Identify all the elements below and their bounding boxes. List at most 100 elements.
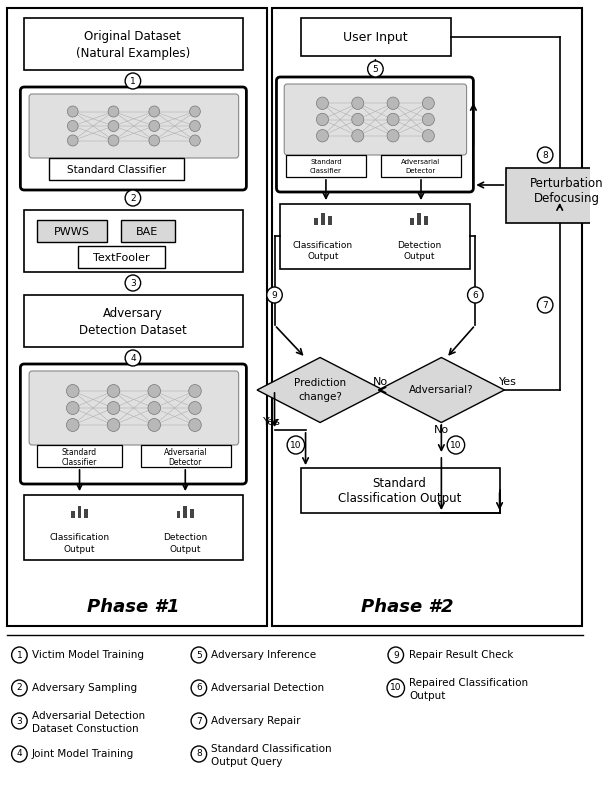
Text: 9: 9 — [393, 650, 399, 660]
Text: change?: change? — [298, 392, 342, 402]
Circle shape — [125, 350, 140, 366]
Circle shape — [267, 287, 282, 303]
Bar — [301, 18, 451, 56]
Text: 2: 2 — [130, 193, 136, 203]
Circle shape — [148, 418, 161, 432]
FancyBboxPatch shape — [277, 77, 474, 192]
FancyBboxPatch shape — [21, 87, 246, 190]
Circle shape — [125, 275, 140, 291]
Text: Output: Output — [403, 252, 435, 261]
Circle shape — [352, 113, 364, 126]
Text: 8: 8 — [196, 749, 202, 759]
Text: Adversary Inference: Adversary Inference — [212, 650, 317, 660]
Circle shape — [190, 135, 201, 146]
Text: Output: Output — [170, 546, 201, 554]
Bar — [301, 468, 500, 513]
Bar — [424, 216, 428, 225]
Circle shape — [316, 113, 328, 126]
Circle shape — [352, 130, 364, 142]
Circle shape — [468, 287, 483, 303]
Text: Detection: Detection — [163, 534, 207, 543]
Text: Repair Result Check: Repair Result Check — [409, 650, 514, 660]
Text: Standard Classifier: Standard Classifier — [67, 165, 166, 175]
Text: Perturbation: Perturbation — [530, 177, 603, 189]
Bar — [314, 218, 318, 225]
Circle shape — [191, 746, 207, 762]
Circle shape — [188, 385, 201, 398]
Bar — [49, 158, 184, 180]
Text: 7: 7 — [196, 717, 202, 725]
Text: Yes: Yes — [499, 377, 517, 387]
Circle shape — [387, 113, 399, 126]
Text: Output: Output — [409, 691, 446, 701]
Circle shape — [66, 418, 79, 432]
Circle shape — [148, 402, 161, 414]
Circle shape — [148, 385, 161, 398]
FancyBboxPatch shape — [29, 94, 238, 158]
Text: Dataset Constuction: Dataset Constuction — [32, 724, 139, 734]
Bar — [176, 511, 181, 518]
Circle shape — [368, 61, 383, 77]
Text: Phase #1: Phase #1 — [87, 598, 179, 616]
Bar — [24, 210, 243, 272]
Circle shape — [125, 73, 140, 89]
Circle shape — [316, 97, 328, 109]
Text: Adversarial: Adversarial — [164, 447, 207, 456]
Text: 4: 4 — [130, 353, 136, 363]
Circle shape — [190, 120, 201, 131]
Text: 10: 10 — [290, 440, 302, 450]
Polygon shape — [378, 357, 505, 422]
Circle shape — [387, 679, 404, 697]
Circle shape — [149, 106, 159, 117]
Bar — [286, 155, 365, 177]
Text: Detection Dataset: Detection Dataset — [79, 323, 187, 337]
Text: Joint Model Training: Joint Model Training — [32, 749, 134, 759]
Text: Adversary Repair: Adversary Repair — [212, 716, 301, 726]
Text: Output Query: Output Query — [212, 757, 283, 767]
Text: Yes: Yes — [263, 417, 280, 427]
Text: Original Dataset: Original Dataset — [85, 29, 181, 43]
Text: Classifier: Classifier — [310, 168, 342, 174]
Text: PWWS: PWWS — [54, 227, 90, 237]
Text: Adversary Sampling: Adversary Sampling — [32, 683, 137, 693]
Bar — [78, 246, 165, 268]
Text: 8: 8 — [542, 150, 548, 159]
Text: Adversarial: Adversarial — [401, 159, 441, 165]
Text: 5: 5 — [196, 650, 202, 660]
Circle shape — [108, 120, 119, 131]
Bar — [24, 18, 243, 70]
Text: Victim Model Training: Victim Model Training — [32, 650, 144, 660]
Bar — [417, 213, 421, 225]
Bar — [78, 506, 81, 518]
Text: User Input: User Input — [343, 31, 408, 44]
Circle shape — [537, 297, 553, 313]
Text: Defocusing: Defocusing — [533, 192, 599, 204]
FancyBboxPatch shape — [21, 364, 246, 484]
Text: 6: 6 — [196, 683, 202, 692]
Polygon shape — [257, 357, 383, 422]
Circle shape — [387, 130, 399, 142]
Circle shape — [423, 130, 434, 142]
Text: (Natural Examples): (Natural Examples) — [76, 47, 190, 59]
Circle shape — [66, 402, 79, 414]
Text: 4: 4 — [16, 749, 22, 759]
Text: 3: 3 — [16, 717, 22, 725]
Bar — [184, 506, 187, 518]
Text: Classification: Classification — [293, 241, 353, 249]
Bar — [121, 220, 174, 242]
Text: BAE: BAE — [136, 227, 159, 237]
Circle shape — [12, 647, 27, 663]
Text: No: No — [434, 425, 449, 435]
Circle shape — [191, 713, 207, 729]
Text: Classifier: Classifier — [62, 458, 97, 466]
Circle shape — [387, 97, 399, 109]
Bar — [37, 445, 122, 467]
Bar — [85, 509, 88, 518]
Text: TextFooler: TextFooler — [93, 253, 150, 263]
Circle shape — [125, 190, 140, 206]
Text: Phase #2: Phase #2 — [361, 598, 454, 616]
Text: Detection: Detection — [397, 241, 441, 249]
Circle shape — [67, 120, 78, 131]
Text: Standard: Standard — [62, 447, 97, 456]
Text: Standard: Standard — [373, 477, 427, 489]
